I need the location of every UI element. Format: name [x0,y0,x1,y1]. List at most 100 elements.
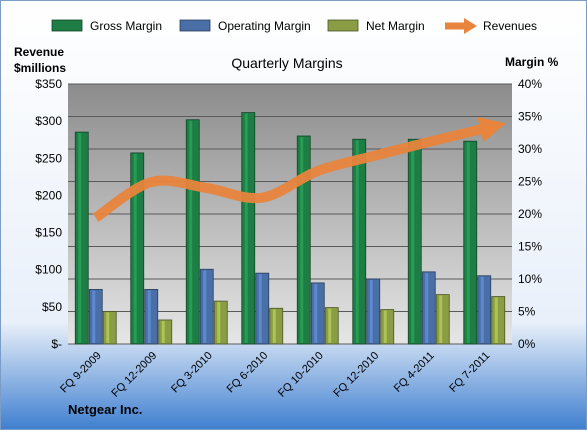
operating-margin-bar [88,288,103,345]
operating-margin-bar-highlight [425,272,429,343]
net-margin-bar [102,311,117,345]
net-margin-bar [435,294,450,345]
gross-margin-bar [185,119,200,345]
gross-margin-bar [352,138,367,345]
operating-margin-bar-highlight [314,283,318,343]
operating-margin-bar [144,288,159,345]
net-margin-bar-body [269,307,284,345]
net-margin-bar [158,319,173,345]
left-axis-tick-label: $- [51,337,62,351]
right-axis-tick-label: 40% [518,77,542,91]
operating-margin-bar-body [199,268,214,345]
left-axis-tick-label: $250 [35,151,62,165]
operating-margin-bar-body [310,282,325,345]
gross-margin-bar [407,138,422,345]
gross-margin-bar [74,131,89,345]
legend-item-gross-margin: Gross Margin [51,19,162,33]
left-axis-tick-label: $50 [42,300,62,314]
net-margin-bar-highlight [161,320,165,343]
legend-label-net-margin: Net Margin [366,19,425,33]
operating-margin-bar [199,268,214,345]
right-axis-tick-label: 35% [518,110,542,124]
operating-margin-bar [310,282,325,345]
operating-margin-bar-body [366,278,381,345]
operating-margin-bar-body [255,272,270,345]
left-axis-tick-label: $100 [35,263,62,277]
legend-label-revenues: Revenues [483,19,537,33]
gross-margin-bar-highlight [355,140,359,343]
net-margin-bar-highlight [439,295,443,343]
net-margin-bar-highlight [383,310,387,343]
gross-margin-bar [241,112,256,345]
operating-margin-bar-highlight [92,290,96,343]
revenues-arrowhead [477,116,506,143]
gross-margin-bar-body [241,112,256,345]
operating-margin-bar [477,275,492,345]
legend-item-net-margin: Net Margin [327,19,425,33]
legend-swatch-gross-margin [51,19,83,32]
gross-margin-bar-highlight [300,137,304,343]
right-axis-tick-label: 5% [518,305,536,319]
gross-margin-bar-highlight [411,140,415,343]
right-axis-tick-label: 15% [518,240,542,254]
net-margin-bar-body [380,309,395,345]
gross-margin-bar [130,152,145,345]
legend-label-operating-margin: Operating Margin [218,19,311,33]
operating-margin-bar-body [144,288,159,345]
net-margin-bar [324,307,339,345]
operating-margin-bar [421,271,436,345]
legend-label-gross-margin: Gross Margin [90,19,162,33]
right-axis-tick-label: 10% [518,272,542,286]
net-margin-bar [213,300,228,345]
net-margin-bar-body [213,300,228,345]
company-footer: Netgear Inc. [68,402,142,417]
gross-margin-bar-body [74,131,89,345]
chart-title: Quarterly Margins [231,55,342,71]
legend-arrow-revenues [464,18,477,34]
net-margin-bar-highlight [328,308,332,343]
left-axis-tick-label: $300 [35,114,62,128]
gross-margin-bar-highlight [466,142,470,343]
gross-margin-bar-highlight [133,153,137,343]
left-axis-tick-label: $150 [35,226,62,240]
gross-margin-bar [296,135,311,345]
net-margin-bar-body [491,296,506,345]
net-margin-bar-highlight [217,302,221,343]
right-axis-tick-label: 20% [518,207,542,221]
gross-margin-bar-body [352,138,367,345]
operating-margin-bar-highlight [147,290,151,343]
gross-margin-bar-body [463,140,478,345]
net-margin-bar-body [435,294,450,345]
gross-margin-bar-body [185,119,200,345]
right-axis-tick-label: 25% [518,175,542,189]
operating-margin-bar-body [421,271,436,345]
gross-margin-bar-highlight [244,113,248,343]
legend-item-operating-margin: Operating Margin [179,19,311,33]
operating-margin-bar-body [88,288,103,345]
gross-margin-bar-body [296,135,311,345]
legend-swatch-net-margin [327,19,359,32]
right-axis-tick-label: 0% [518,337,536,351]
legend-swatch-operating-margin [179,19,211,32]
legend-item-revenues: Revenues [445,18,537,34]
net-margin-bar-body [102,311,117,345]
left-axis-title-line2: $millions [14,61,66,75]
net-margin-bar-body [324,307,339,345]
gross-margin-bar-highlight [78,133,82,343]
operating-margin-bar-body [477,275,492,345]
operating-margin-bar-highlight [258,274,262,343]
operating-margin-bar [255,272,270,345]
net-margin-bar-highlight [494,297,498,343]
operating-margin-bar-highlight [203,270,207,343]
operating-margin-bar-highlight [369,280,373,343]
net-margin-bar [491,296,506,345]
operating-margin-bar-highlight [480,276,484,343]
operating-margin-bar [366,278,381,345]
net-margin-bar [269,307,284,345]
left-axis-tick-label: $200 [35,188,62,202]
net-margin-bar-highlight [272,309,276,343]
revenues-line [92,123,486,222]
gross-margin-bar [463,140,478,345]
